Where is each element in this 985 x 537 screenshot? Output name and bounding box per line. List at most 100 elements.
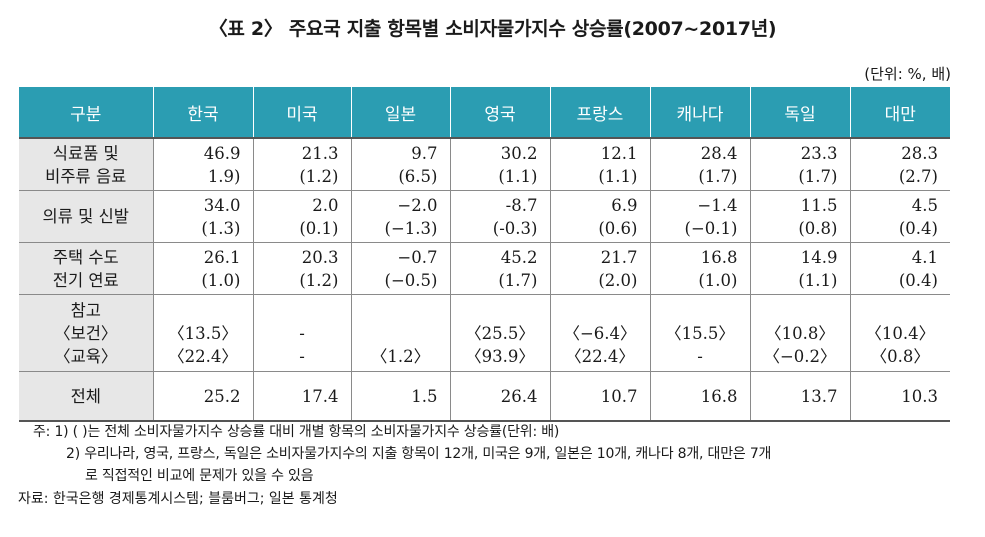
cell-value: 26.1 [203,247,241,267]
footnote-2: 2) 우리나라, 영국, 프랑스, 독일은 소비자물가지수의 지출 항목이 12… [66,446,772,462]
cell-value: 11.5 [800,195,838,215]
cell-value: 28.3 [901,143,938,163]
footnote-1: 주: 1) ( )는 전체 소비자물가지수 상승률 대비 개별 항목의 소비자물… [33,424,560,440]
cell-subvalue: (-0.3) [492,218,538,238]
cell-value: 1.5 [411,386,438,406]
row-label-line: 〈교육〉 [54,346,118,366]
footnotes: 주: 1) ( )는 전체 소비자물가지수 상승률 대비 개별 항목의 소비자물… [33,421,963,487]
cell-value: 16.8 [700,386,738,406]
header-cell: 영국 [449,87,550,138]
table-cell: 〈10.4〉 〈0.8〉 [849,294,951,372]
table-cell: 21.3 (1.2) [252,137,351,191]
cell-value: 10.7 [600,386,638,406]
table-cell: 16.8 (1.0) [649,242,750,295]
cell-subvalue [154,299,253,322]
cpi-table: 구분 한국 미국 일본 영국 프랑스 캐나다 독일 대만 식료품 및 비주류 음료… [19,87,950,422]
cell-value: 13.7 [800,386,838,406]
table-row: 주택 수도 전기 연료 26.1 (1.0) 20.3 (1.2) −0.7 (−0.5) 45… [19,242,950,295]
header-cell: 대만 [849,87,950,138]
header-cell: 한국 [152,87,253,138]
cell-value: 25.2 [203,386,241,406]
table-cell: 10.3 [849,371,950,422]
cell-subvalue: 〈22.4〉 [565,346,635,366]
table-row: 식료품 및 비주류 음료 46.9 1.9) 21.3 (1.2) 9.7 (6.5) 30.2… [19,137,950,191]
row-label: 참고 〈보건〉 〈교육〉 [19,294,153,372]
table-cell: −1.4 (−0.1) [649,190,750,243]
cell-subvalue [751,299,850,322]
cell-value: 6.9 [611,195,638,215]
table-cell: 〈25.5〉 〈93.9〉 [449,294,550,372]
cell-subvalue [651,299,750,322]
table-cell: −0.7 (−0.5) [350,242,450,295]
cell-subvalue: - [299,346,305,366]
cell-subvalue [551,299,650,322]
table-cell: 4.5 (0.4) [849,190,950,243]
cell-subvalue: (1.1) [498,166,538,186]
table-cell: 23.3 (1.7) [749,137,850,191]
table-cell: 45.2 (1.7) [449,242,550,295]
cell-subvalue: 〈1.2〉 [370,346,431,366]
table-cell: 17.4 [252,371,351,422]
row-label-line: 전체 [70,386,101,406]
cell-subvalue: (6.5) [398,166,438,186]
header-cell: 일본 [350,87,450,138]
cell-subvalue [851,299,951,322]
cell-value: 46.9 [203,143,241,163]
cell-subvalue: 〈25.5〉 [465,323,535,343]
cell-value: 17.4 [301,386,339,406]
cell-subvalue: (1.1) [798,270,838,290]
cell-value: −0.7 [397,247,438,267]
cell-subvalue: (1.0) [201,270,241,290]
table-cell: 〈1.2〉 [350,294,450,372]
cell-subvalue: (−1.3) [384,218,438,238]
cell-subvalue [352,299,450,322]
row-label-line: 식료품 및 [52,143,119,163]
table-cell: 12.1 (1.1) [549,137,650,191]
table-cell: 28.3 (2.7) [849,137,950,191]
header-cell: 캐나다 [649,87,750,138]
cell-subvalue: (2.0) [598,270,638,290]
cell-subvalue: (1.2) [299,166,339,186]
table-cell: 9.7 (6.5) [350,137,450,191]
cell-subvalue: (−0.1) [684,218,738,238]
cell-subvalue: (1.7) [798,166,838,186]
row-label-line: 비주류 음료 [45,166,127,186]
cell-value: 14.9 [800,247,838,267]
table-cell: 34.0 (1.3) [152,190,253,243]
cell-value: 23.3 [800,143,838,163]
table-cell: 1.5 [350,371,450,422]
cell-value: -8.7 [505,195,538,215]
table-cell: 46.9 1.9) [152,137,253,191]
cell-subvalue: 〈10.8〉 [765,323,835,343]
cell-subvalue: - [299,323,305,343]
cell-subvalue: 〈93.9〉 [465,346,535,366]
table-cell: 11.5 (0.8) [749,190,850,243]
footnote-2-continued: 로 직접적인 비교에 문제가 있을 수 있음 [85,468,314,484]
cell-subvalue: 1.9) [207,166,241,186]
row-label: 의류 및 신발 [19,190,153,243]
cell-value: 2.0 [312,195,339,215]
cell-value: 20.3 [301,247,339,267]
cell-subvalue: (1.2) [299,270,339,290]
row-label-line: 의류 및 신발 [42,207,129,226]
row-label: 주택 수도 전기 연료 [19,242,153,295]
table-cell: 10.7 [549,371,650,422]
row-label-line: 〈보건〉 [54,323,118,343]
cell-value: 4.5 [911,195,938,215]
cell-subvalue: 〈10.4〉 [865,323,936,343]
cell-subvalue: 〈0.8〉 [870,346,930,366]
table-cell: 〈13.5〉 〈22.4〉 [152,294,253,372]
cell-value: 34.0 [203,195,241,215]
cell-subvalue: (1.3) [201,218,241,238]
source-note: 자료: 한국은행 경제통계시스템; 블룸버그; 일본 통계청 [18,491,338,507]
cell-value: 28.4 [700,143,738,163]
cell-value: 12.1 [600,143,638,163]
cell-value: 45.2 [500,247,538,267]
table-row: 전체 25.2 17.4 1.5 26.4 10.7 16.8 13.7 10.3 [19,371,950,422]
cell-subvalue: 〈13.5〉 [168,323,238,343]
unit-label: (단위: %, 배) [864,65,951,83]
cell-subvalue: (1.1) [598,166,638,186]
table-cell: 28.4 (1.7) [649,137,750,191]
table-cell: 16.8 [649,371,750,422]
